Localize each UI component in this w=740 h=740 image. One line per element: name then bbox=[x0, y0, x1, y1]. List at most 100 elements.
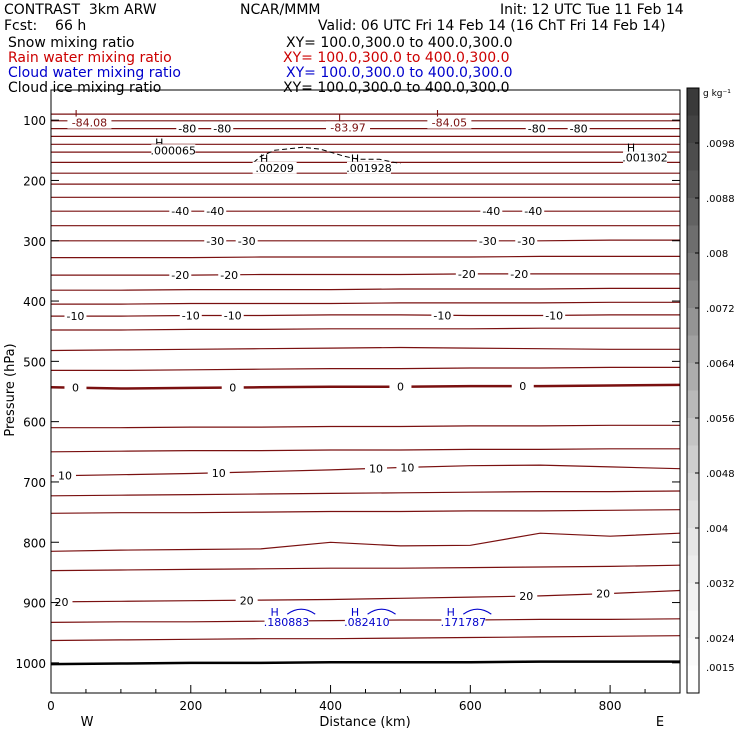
isotherm-label: -10 bbox=[182, 310, 200, 323]
colorbar-swatch bbox=[687, 665, 699, 694]
isotherm-label: -80 bbox=[178, 123, 196, 136]
isotherm-label: -10 bbox=[224, 310, 242, 323]
y-tick-label: 700 bbox=[23, 476, 46, 490]
extremum-marker: H bbox=[447, 606, 455, 619]
isotherm-label-mask bbox=[431, 309, 454, 322]
field-label-snow: Snow mixing ratio bbox=[8, 35, 135, 51]
isotherm-line bbox=[51, 301, 680, 305]
isotherm-line bbox=[50, 589, 681, 603]
field-xy-cloud-water: XY= 100.0,300.0 to 400.0,300.0 bbox=[286, 65, 513, 81]
isotherm-label-mask bbox=[64, 310, 87, 323]
isotherm-line bbox=[51, 327, 680, 331]
annotation-mask bbox=[264, 615, 309, 628]
isotherm-label-mask bbox=[543, 309, 566, 322]
isotherm-line bbox=[51, 255, 680, 259]
annotation-mask bbox=[67, 116, 112, 129]
isotherm-label: -20 bbox=[458, 268, 476, 281]
colorbar-swatch bbox=[687, 335, 699, 364]
isotherm-label-mask bbox=[211, 122, 234, 135]
isotherm-label-mask bbox=[592, 587, 615, 600]
colorbar-frame bbox=[686, 87, 700, 694]
colorbar-tick-label: .0032 bbox=[706, 579, 735, 590]
isotherm-label: 0 bbox=[72, 382, 79, 395]
colorbar-swatch bbox=[687, 280, 699, 309]
isotherm-label: 10 bbox=[400, 461, 414, 474]
isotherm-label: -20 bbox=[171, 269, 189, 282]
isotherm-label-mask bbox=[515, 234, 538, 247]
colorbar-swatch bbox=[687, 390, 699, 419]
colorbar-tick-label: .0098 bbox=[706, 139, 735, 150]
extremum-marker: H bbox=[351, 153, 359, 166]
extremum-marker: H bbox=[271, 606, 279, 619]
isotherm-label-mask bbox=[522, 205, 545, 218]
annotation-mask bbox=[623, 151, 668, 164]
colorbar-swatch bbox=[687, 500, 699, 529]
y-tick-label: 100 bbox=[23, 114, 46, 128]
isotherm-label: 20 bbox=[240, 594, 254, 607]
y-tick-label: 200 bbox=[23, 174, 46, 188]
isotherm-label-mask bbox=[169, 205, 192, 218]
isotherm-label: 10 bbox=[212, 467, 226, 480]
annotation-mask bbox=[151, 144, 196, 157]
isotherm-label: -80 bbox=[570, 123, 588, 136]
isotherm-line bbox=[51, 273, 680, 276]
isotherm-label: -40 bbox=[206, 205, 224, 218]
isotherm-label: -30 bbox=[479, 235, 497, 248]
colorbar-swatch bbox=[687, 638, 699, 666]
colorbar-swatch bbox=[687, 225, 699, 254]
isotherm-label: 0 bbox=[519, 380, 526, 393]
isotherm-line bbox=[50, 383, 681, 390]
isotherm-line bbox=[50, 509, 681, 514]
field-label-rain: Rain water mixing ratio bbox=[8, 50, 172, 66]
colorbar-tick-label: .0024 bbox=[706, 634, 735, 645]
x-axis-title: Distance (km) bbox=[319, 715, 410, 730]
annotation-mask bbox=[252, 161, 297, 174]
forecast-hour: Fcst: 66 h bbox=[4, 18, 87, 34]
isotherm-label-mask bbox=[389, 380, 412, 393]
isotherm-line bbox=[50, 564, 681, 572]
isotherm-label: -80 bbox=[213, 123, 231, 136]
colorbar-swatch bbox=[687, 555, 699, 584]
field-label-cloud-ice: Cloud ice mixing ratio bbox=[8, 80, 162, 96]
x-tick-label: 200 bbox=[179, 699, 202, 713]
isotherm-label: 20 bbox=[54, 596, 68, 609]
isotherm-label-mask bbox=[515, 590, 538, 603]
extremum-marker: H bbox=[155, 136, 163, 149]
colorbar-tick-label: .008 bbox=[706, 249, 728, 260]
y-axis-title: Pressure (hPa) bbox=[3, 343, 18, 436]
isotherm-line bbox=[50, 635, 681, 642]
extremum-value: .180883 bbox=[264, 616, 310, 629]
isotherm-label-mask bbox=[179, 309, 202, 322]
isotherm-label: -40 bbox=[482, 205, 500, 218]
isotherm-line bbox=[50, 490, 681, 497]
colorbar-tick-label: .004 bbox=[706, 524, 728, 535]
annotation-mask bbox=[326, 121, 371, 134]
annotation-mask bbox=[427, 116, 472, 129]
isotherm-label-mask bbox=[204, 234, 227, 247]
colorbar-swatch bbox=[687, 115, 699, 144]
isotherm-label-mask bbox=[525, 122, 548, 135]
isotherm-label: 0 bbox=[397, 381, 404, 394]
x-tick-label: 800 bbox=[599, 699, 622, 713]
colorbar-tick-label: .0072 bbox=[706, 304, 735, 315]
annotation-mask bbox=[344, 615, 389, 628]
isotherm-label: -30 bbox=[517, 235, 535, 248]
colorbar-tick-label: .0048 bbox=[706, 469, 735, 480]
colorbar-tick-label: .0088 bbox=[706, 194, 735, 205]
isotherm-line bbox=[50, 448, 680, 453]
y-tick-label: 500 bbox=[23, 355, 46, 369]
isotherm-label-mask bbox=[207, 466, 230, 479]
isotherm-label: -20 bbox=[220, 269, 238, 282]
isotherm-label: -40 bbox=[171, 205, 189, 218]
isotherm-line bbox=[51, 287, 680, 291]
isotherm-label: 10 bbox=[58, 470, 72, 483]
extremum-marker: L bbox=[436, 108, 443, 121]
x-end-label-east: E bbox=[656, 715, 664, 730]
isotherm-label: 10 bbox=[369, 462, 383, 475]
isotherm-label: 20 bbox=[596, 588, 610, 601]
y-tick-label: 600 bbox=[23, 416, 46, 430]
extremum-marker: L bbox=[74, 108, 81, 121]
isotherm-line bbox=[51, 239, 680, 242]
isotherm-label: -10 bbox=[433, 309, 451, 322]
